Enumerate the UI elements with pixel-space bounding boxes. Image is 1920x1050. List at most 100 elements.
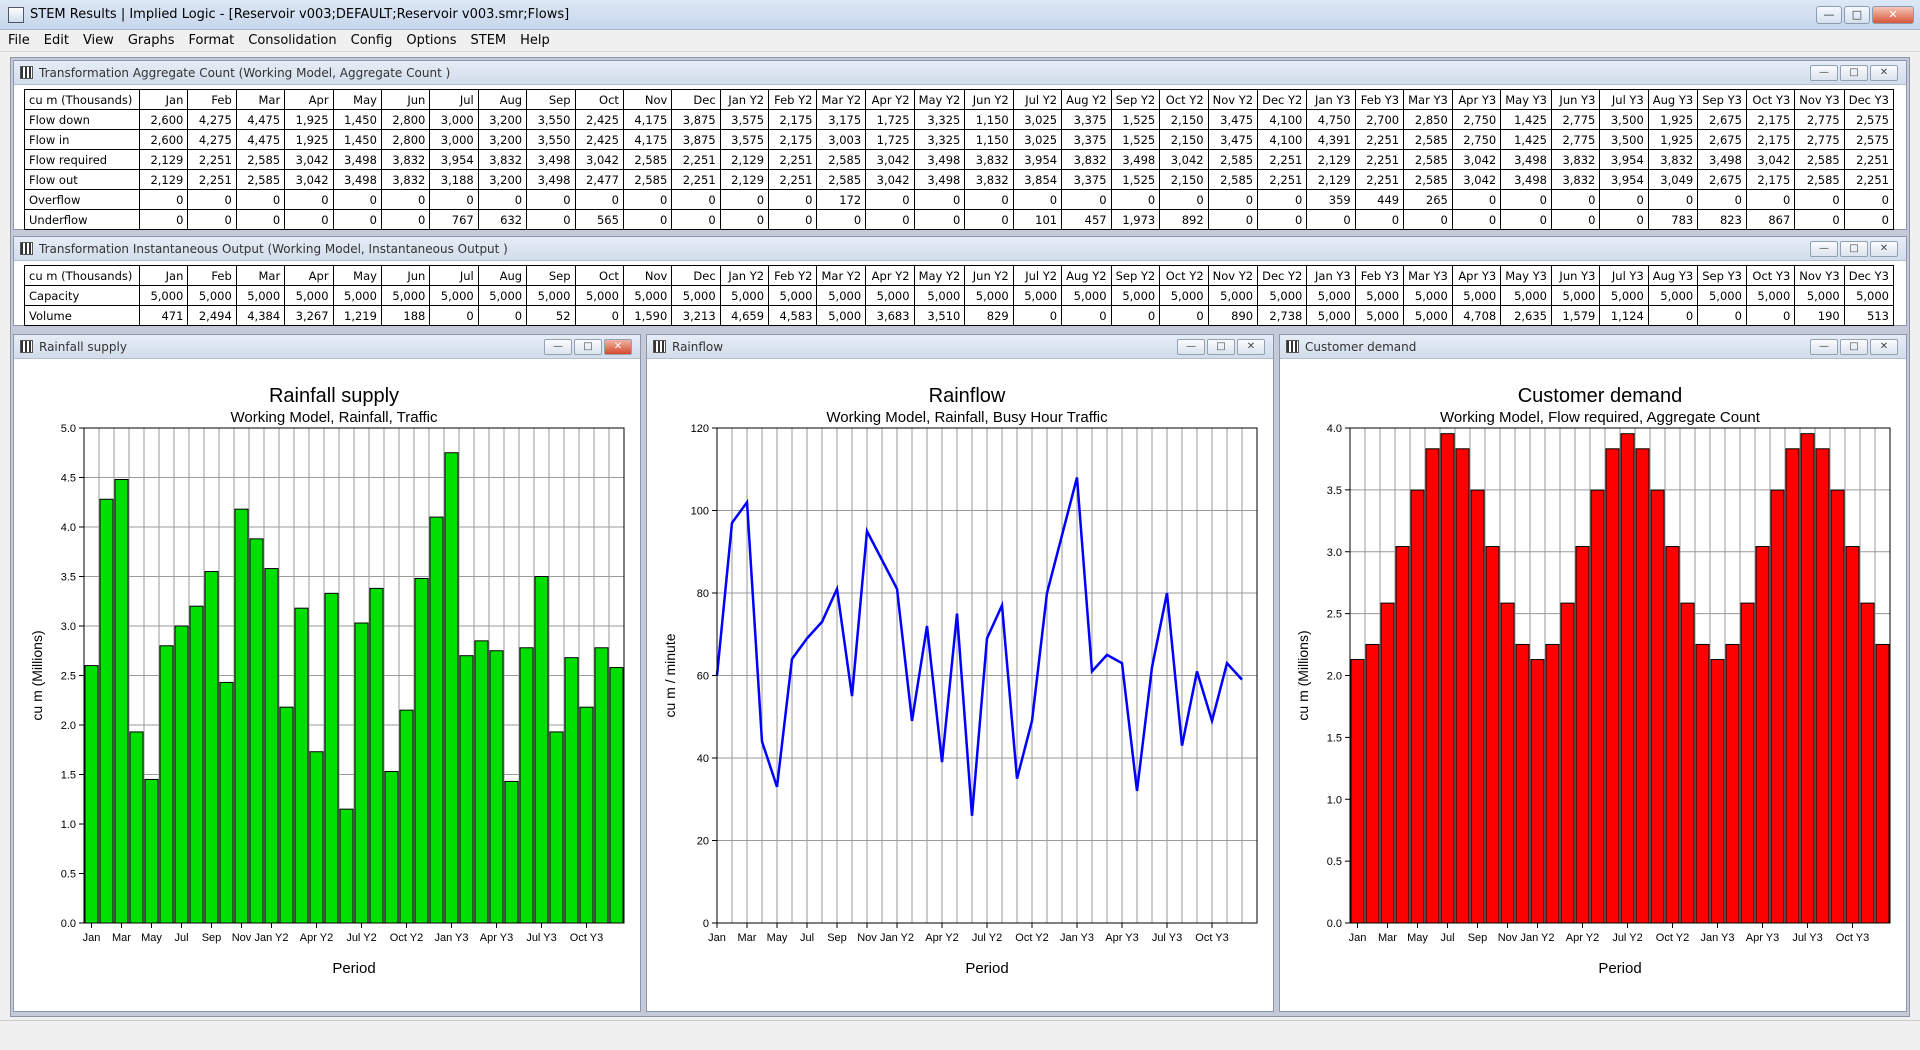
table-cell[interactable]: 3,875	[671, 109, 721, 130]
table-cell[interactable]: 0	[1061, 305, 1112, 326]
column-header[interactable]: Oct Y2	[1159, 89, 1209, 110]
table-cell[interactable]: 2,251	[671, 169, 721, 190]
table-cell[interactable]: 2,251	[768, 169, 818, 190]
table-cell[interactable]: 4,100	[1257, 109, 1308, 130]
table-cell[interactable]: 3,510	[913, 305, 966, 326]
table-cell[interactable]: 0	[1012, 305, 1063, 326]
table-cell[interactable]: 5,000	[1403, 285, 1453, 306]
table-cell[interactable]: 3,375	[1061, 129, 1112, 150]
table-cell[interactable]: 2,251	[1354, 169, 1405, 190]
table-cell[interactable]: 1,725	[865, 129, 915, 150]
table-cell[interactable]: 0	[1745, 189, 1796, 210]
table-cell[interactable]: 5,000	[187, 285, 237, 306]
table-cell[interactable]: 3,175	[816, 109, 867, 130]
table-cell[interactable]: 0	[1500, 209, 1552, 230]
column-header[interactable]: Jul Y3	[1599, 265, 1649, 286]
table-cell[interactable]: 3,042	[1451, 169, 1502, 190]
table-cell[interactable]: 0	[865, 189, 915, 210]
table-cell[interactable]: 0	[1207, 209, 1259, 230]
chart2-maximize-button[interactable]: □	[1207, 339, 1235, 355]
column-header[interactable]: Nov Y2	[1207, 265, 1259, 286]
table-cell[interactable]: 3,200	[477, 109, 528, 130]
column-header[interactable]: Jun Y3	[1550, 89, 1601, 110]
table-cell[interactable]: 4,750	[1306, 109, 1356, 130]
table-cell[interactable]: 0	[1647, 305, 1699, 326]
table-cell[interactable]: 2,150	[1159, 129, 1209, 150]
chart1-minimize-button[interactable]: —	[544, 339, 572, 355]
table-cell[interactable]: 5,000	[865, 285, 915, 306]
chart2-titlebar[interactable]: Rainflow — □ ✕	[647, 335, 1273, 359]
chart1-titlebar[interactable]: Rainfall supply — □ ✕	[14, 335, 640, 359]
table-cell[interactable]: 2,675	[1697, 169, 1747, 190]
column-header[interactable]: Jun Y2	[964, 265, 1014, 286]
table-cell[interactable]: 2,775	[1794, 129, 1845, 150]
table-cell[interactable]: 4,275	[187, 109, 237, 130]
table-cell[interactable]: 0	[187, 209, 237, 230]
table-cell[interactable]: 2,675	[1697, 129, 1747, 150]
table-cell[interactable]: 2,775	[1550, 129, 1601, 150]
column-header[interactable]: Sep	[526, 89, 576, 110]
table-cell[interactable]: 0	[138, 189, 189, 210]
table-cell[interactable]: 2,585	[622, 149, 673, 170]
table-cell[interactable]: 767	[429, 209, 479, 230]
table-cell[interactable]: 5,000	[1697, 285, 1747, 306]
table-cell[interactable]: 3,498	[526, 169, 576, 190]
table-cell[interactable]: 5,000	[429, 285, 479, 306]
table-row[interactable]: Flow required 2,129 2,251 2,585 3,042 3,498 3,…	[24, 149, 1895, 170]
column-header[interactable]: Mar	[235, 89, 286, 110]
table-cell[interactable]: 2,129	[719, 149, 770, 170]
table-cell[interactable]: 3,042	[865, 169, 915, 190]
table-cell[interactable]: 3,498	[913, 149, 966, 170]
table-cell[interactable]: 2,129	[1306, 149, 1356, 170]
table-cell[interactable]: 4,175	[622, 129, 673, 150]
table-cell[interactable]: 3,200	[477, 129, 528, 150]
table-cell[interactable]: 3,498	[526, 149, 576, 170]
table-cell[interactable]: 2,585	[816, 149, 867, 170]
table1-maximize-button[interactable]: □	[1840, 65, 1868, 81]
column-header[interactable]: Jun Y3	[1550, 265, 1601, 286]
column-header[interactable]: May Y2	[913, 265, 966, 286]
table-cell[interactable]: 5,000	[1599, 285, 1649, 306]
table-cell[interactable]: 2,675	[1697, 109, 1747, 130]
column-header[interactable]: Mar	[235, 265, 286, 286]
table-cell[interactable]: 0	[138, 209, 189, 230]
column-header[interactable]: Nov	[622, 265, 673, 286]
table-cell[interactable]: 5,000	[1306, 285, 1356, 306]
table-cell[interactable]: 5,000	[1207, 285, 1259, 306]
table-cell[interactable]: 0	[526, 209, 576, 230]
table-cell[interactable]: 5,000	[138, 285, 189, 306]
table-cell[interactable]: 2,750	[1451, 129, 1502, 150]
column-header[interactable]: Dec Y2	[1257, 89, 1308, 110]
table-cell[interactable]: 2,251	[1354, 129, 1405, 150]
column-header[interactable]: Aug Y3	[1647, 89, 1699, 110]
table-cell[interactable]: 3,575	[719, 109, 770, 130]
table-cell[interactable]: 3,954	[429, 149, 479, 170]
table-cell[interactable]: 471	[138, 305, 189, 326]
table-cell[interactable]: 3,188	[429, 169, 479, 190]
table-cell[interactable]: 2,585	[1794, 149, 1845, 170]
menu-consolidation[interactable]: Consolidation	[248, 33, 337, 48]
table-cell[interactable]: 3,003	[816, 129, 867, 150]
table-cell[interactable]: 2,575	[1843, 109, 1895, 130]
column-header[interactable]: Sep Y3	[1697, 265, 1747, 286]
table-cell[interactable]: 2,494	[187, 305, 237, 326]
table-cell[interactable]: 265	[1403, 189, 1453, 210]
table-cell[interactable]: 0	[235, 209, 286, 230]
table-cell[interactable]: 0	[1599, 189, 1649, 210]
column-header[interactable]: Jun	[380, 89, 431, 110]
table-cell[interactable]: 5,000	[816, 285, 867, 306]
table-cell[interactable]: 1,219	[332, 305, 382, 326]
column-header[interactable]: Feb Y3	[1354, 89, 1405, 110]
table-cell[interactable]: 1,525	[1110, 169, 1161, 190]
table-cell[interactable]: 5,000	[671, 285, 721, 306]
column-header[interactable]: Jan Y2	[719, 89, 770, 110]
table-cell[interactable]: 3,375	[1061, 169, 1112, 190]
table-cell[interactable]: 2,251	[671, 149, 721, 170]
chart3-close-button[interactable]: ✕	[1870, 339, 1898, 355]
table-cell[interactable]: 3,042	[284, 169, 334, 190]
column-header[interactable]: Apr Y2	[865, 265, 915, 286]
table-cell[interactable]: 2,738	[1257, 305, 1308, 326]
table-cell[interactable]: 2,600	[138, 129, 189, 150]
table-cell[interactable]: 0	[1500, 189, 1552, 210]
table-cell[interactable]: 3,025	[1012, 109, 1063, 130]
